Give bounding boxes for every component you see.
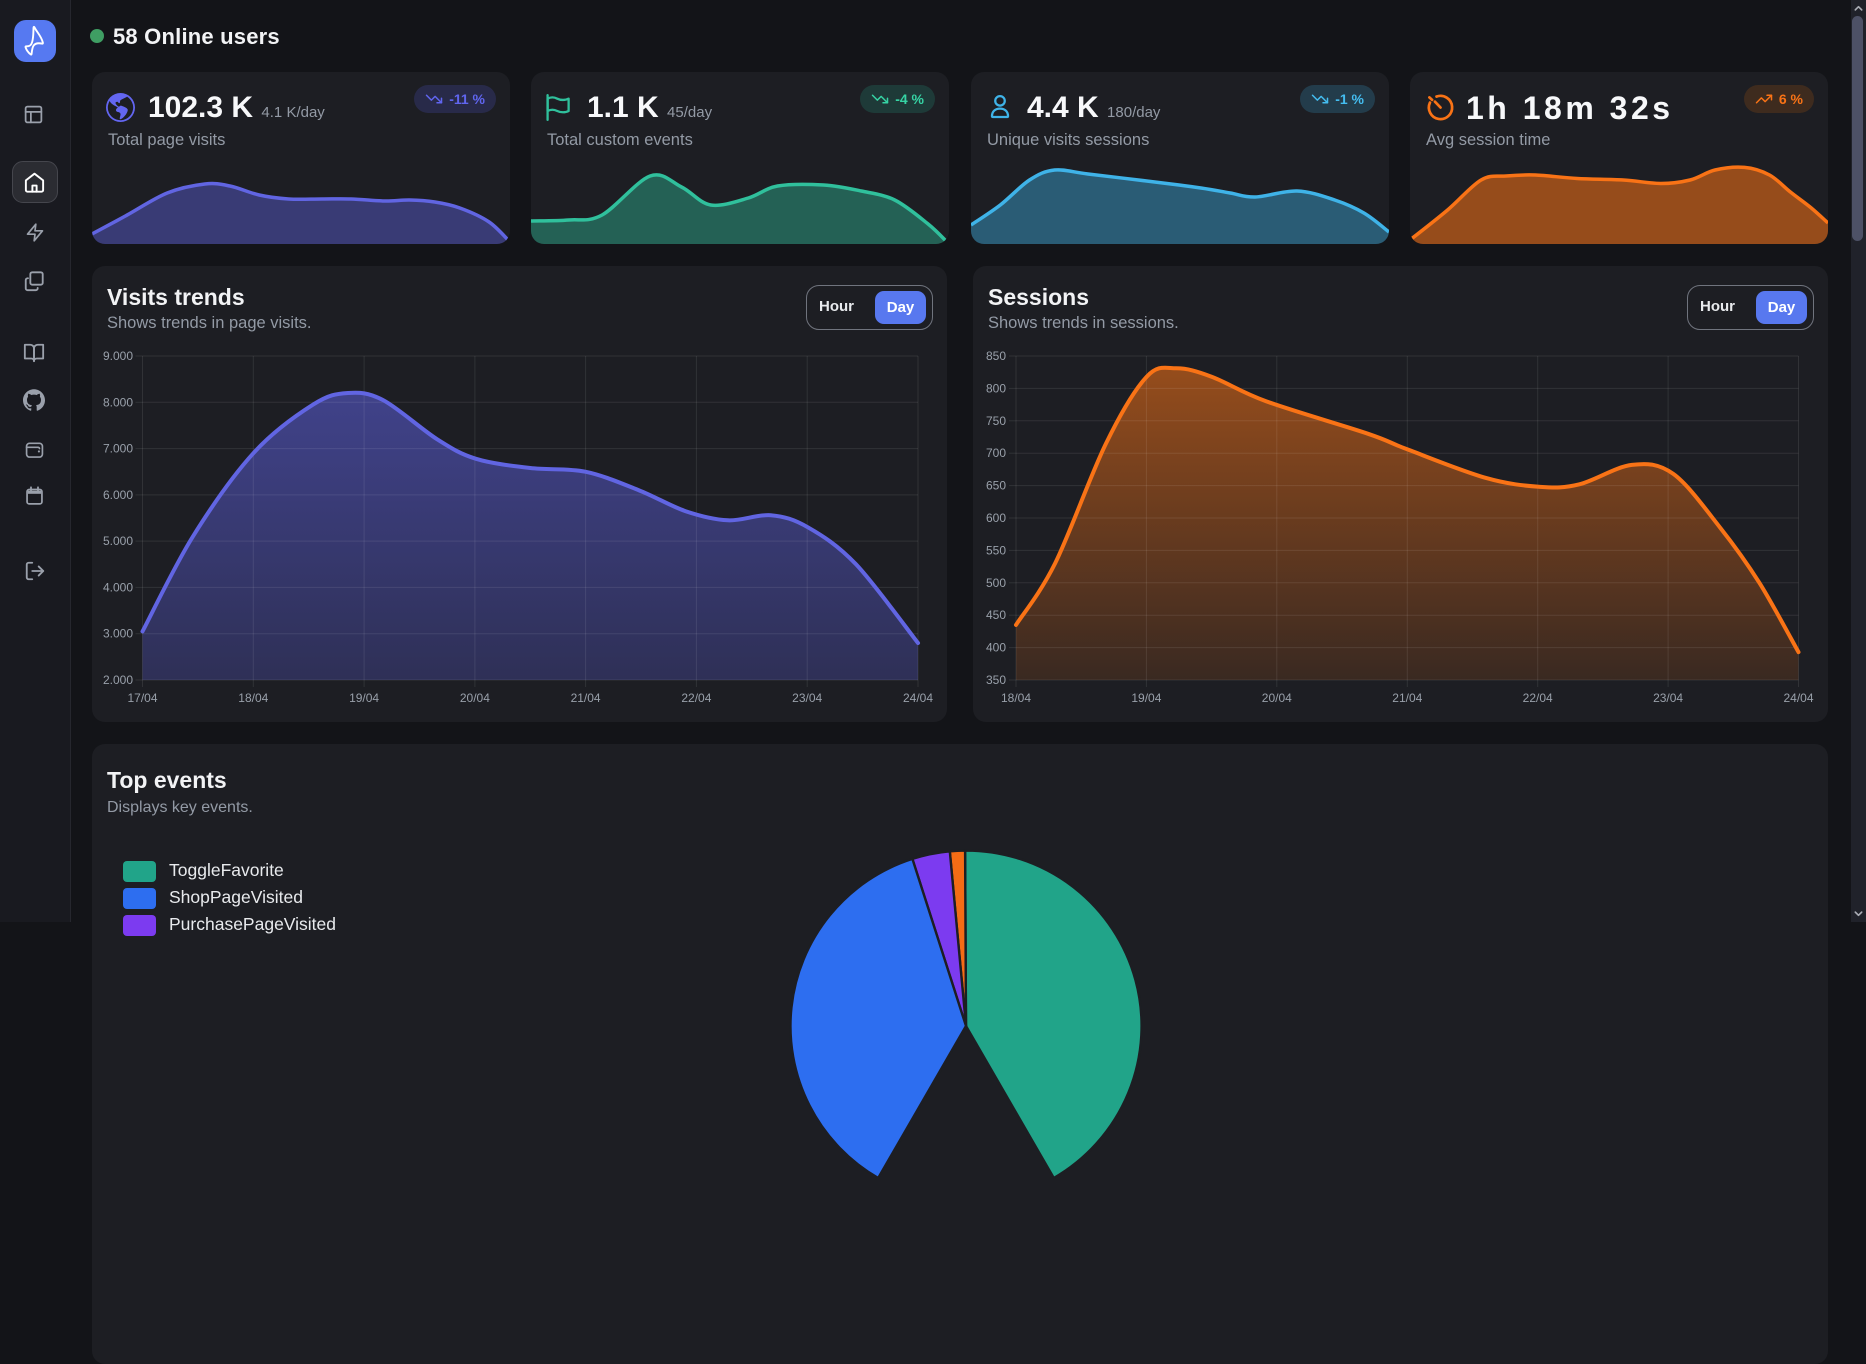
- svg-text:800: 800: [986, 381, 1006, 395]
- svg-text:20/04: 20/04: [460, 691, 490, 705]
- svg-text:4.000: 4.000: [103, 580, 133, 594]
- svg-text:24/04: 24/04: [903, 691, 933, 705]
- svg-text:21/04: 21/04: [571, 691, 601, 705]
- svg-text:450: 450: [986, 608, 1006, 622]
- svg-text:650: 650: [986, 479, 1006, 493]
- svg-text:600: 600: [986, 511, 1006, 525]
- svg-text:20/04: 20/04: [1262, 691, 1292, 705]
- svg-text:6.000: 6.000: [103, 488, 133, 502]
- svg-text:400: 400: [986, 641, 1006, 655]
- svg-text:750: 750: [986, 414, 1006, 428]
- svg-text:18/04: 18/04: [238, 691, 268, 705]
- svg-text:17/04: 17/04: [127, 691, 157, 705]
- svg-text:850: 850: [986, 349, 1006, 363]
- svg-text:21/04: 21/04: [1392, 691, 1422, 705]
- svg-text:7.000: 7.000: [103, 442, 133, 456]
- svg-text:19/04: 19/04: [1131, 691, 1161, 705]
- svg-text:19/04: 19/04: [349, 691, 379, 705]
- svg-text:350: 350: [986, 673, 1006, 687]
- svg-text:22/04: 22/04: [1523, 691, 1553, 705]
- svg-text:550: 550: [986, 543, 1006, 557]
- svg-text:9.000: 9.000: [103, 349, 133, 363]
- svg-text:8.000: 8.000: [103, 395, 133, 409]
- svg-text:700: 700: [986, 446, 1006, 460]
- svg-text:23/04: 23/04: [1653, 691, 1683, 705]
- svg-text:3.000: 3.000: [103, 627, 133, 641]
- svg-text:24/04: 24/04: [1783, 691, 1813, 705]
- svg-text:500: 500: [986, 576, 1006, 590]
- svg-text:23/04: 23/04: [792, 691, 822, 705]
- svg-text:2.000: 2.000: [103, 673, 133, 687]
- svg-text:18/04: 18/04: [1001, 691, 1031, 705]
- svg-text:22/04: 22/04: [681, 691, 711, 705]
- svg-text:5.000: 5.000: [103, 534, 133, 548]
